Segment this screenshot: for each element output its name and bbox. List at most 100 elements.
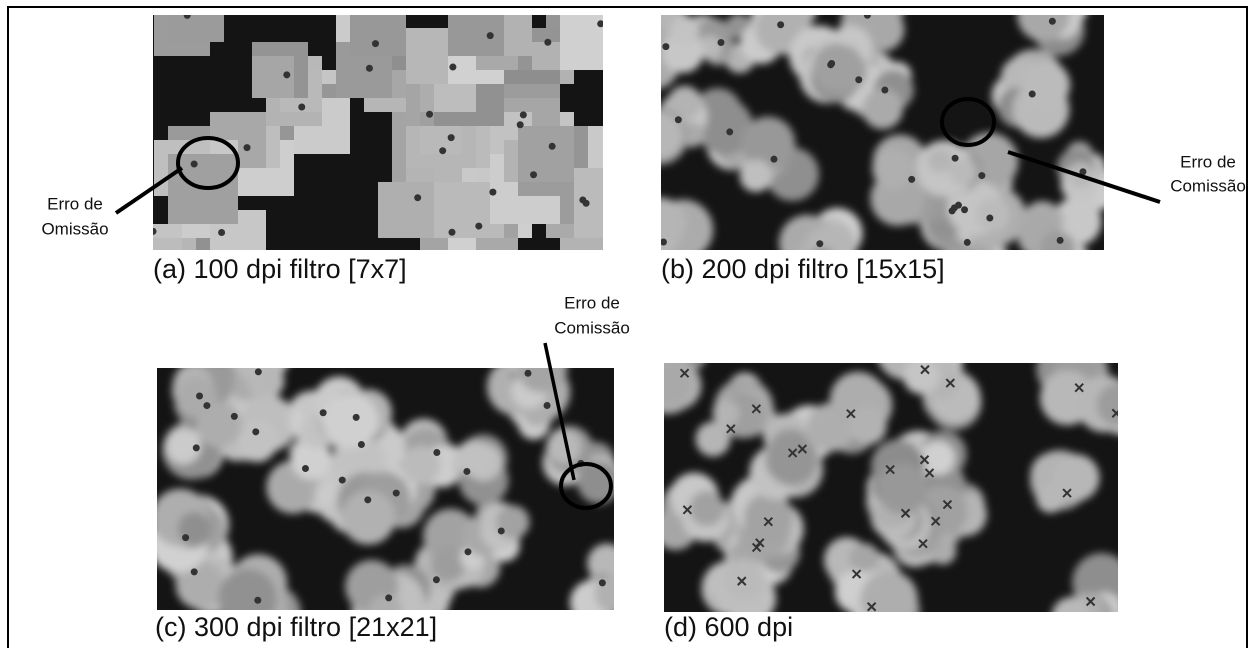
crown-blob: [689, 491, 724, 526]
detection-dot: [150, 228, 157, 235]
detection-dot: [816, 240, 823, 247]
crown-blob: [517, 342, 568, 393]
crown-blob: [857, 610, 882, 635]
annotation-line: Comissão: [554, 318, 630, 337]
detection-dot: [498, 527, 505, 534]
crown-blob: [634, 197, 685, 248]
crown-blob: [877, 463, 928, 514]
crown-blob: [1040, 231, 1075, 266]
detection-dot: [283, 71, 290, 78]
detection-dot: [524, 370, 531, 377]
crown-pixel: [560, 14, 616, 70]
detection-dot: [464, 548, 471, 555]
crown-blob: [456, 440, 491, 475]
detection-dot: [218, 229, 225, 236]
crown-blob: [237, 419, 279, 461]
crown-blob: [813, 44, 860, 91]
caption: (b) 200 dpi filtro [15x15]: [661, 254, 945, 284]
detection-dot: [597, 20, 604, 27]
detection-dot: [662, 43, 669, 50]
annotation-line: Omissão: [41, 219, 108, 238]
detection-dot: [358, 441, 365, 448]
detection-dot: [544, 39, 551, 46]
crown-blob: [950, 159, 977, 186]
detection-dot: [660, 239, 667, 246]
crown-blob: [647, 362, 691, 406]
detection-dot: [448, 229, 455, 236]
detection-dot: [433, 449, 440, 456]
detection-dot: [855, 76, 862, 83]
crown-blob: [1052, 597, 1092, 637]
detection-dot: [770, 156, 777, 163]
crown-blob: [670, 16, 699, 45]
crown-blob: [837, 0, 865, 12]
crown-blob: [1097, 383, 1140, 426]
detection-dot: [777, 21, 784, 28]
detection-dot: [463, 468, 470, 475]
crown-blob: [695, 422, 730, 457]
detection-dot: [449, 64, 456, 71]
detection-dot: [517, 121, 524, 128]
detection-dot: [530, 171, 537, 178]
detection-dot: [184, 12, 191, 19]
detection-dot: [675, 116, 682, 123]
detection-dot: [1049, 18, 1056, 25]
image-panel: [638, 322, 1140, 646]
detection-dot: [986, 215, 993, 222]
detection-dot: [908, 176, 915, 183]
detection-dot: [864, 12, 871, 19]
crown-blob: [850, 408, 887, 445]
detection-dot: [298, 103, 305, 110]
detection-dot: [353, 414, 360, 421]
annotation-line: Comissão: [1170, 176, 1246, 195]
caption: (c) 300 dpi filtro [21x21]: [155, 612, 437, 642]
detection-dot: [231, 413, 238, 420]
detection-dot: [952, 155, 959, 162]
page: {"figure": { "panels": [ {"caption": "(a…: [0, 0, 1255, 648]
detection-dot: [599, 579, 606, 586]
detection-dot: [255, 368, 262, 375]
crown-blob: [903, 358, 940, 395]
image-panel: [623, 0, 1119, 288]
caption: (d) 600 dpi: [664, 612, 793, 642]
crown-blob: [849, 543, 879, 573]
detection-dot: [393, 490, 400, 497]
crown-pixel: [378, 182, 434, 238]
detection-dot: [252, 428, 259, 435]
crown-blob: [861, 571, 918, 628]
crown-blob: [178, 512, 211, 545]
detection-dot: [191, 161, 198, 168]
crown-pixel: [448, 0, 504, 56]
detection-dot: [414, 194, 421, 201]
detection-dot: [196, 393, 203, 400]
detection-dot: [579, 196, 586, 203]
detection-dot: [191, 568, 198, 575]
crown-blob: [744, 493, 793, 542]
crown-blob: [1036, 484, 1065, 513]
detection-dot: [487, 32, 494, 39]
crown-pixel: [602, 0, 658, 56]
detection-dot: [475, 223, 482, 230]
crown-blob: [1031, 0, 1060, 16]
detection-dot: [978, 172, 985, 179]
detection-dot: [193, 444, 200, 451]
detection-dot: [955, 202, 962, 209]
detection-dot: [385, 594, 392, 601]
annotation-line: Erro de: [1180, 152, 1236, 171]
detection-dot: [726, 128, 733, 135]
detection-dot: [717, 39, 724, 46]
detection-dot: [182, 534, 189, 541]
detection-dot: [203, 402, 210, 409]
crown-blob: [872, 148, 914, 190]
detection-dot: [364, 496, 371, 503]
crown-blob: [928, 148, 953, 173]
crown-blob: [247, 362, 285, 400]
crown-blob: [595, 573, 636, 614]
crown-blob: [976, 198, 1010, 232]
detection-dot: [372, 40, 379, 47]
detection-dot: [320, 409, 327, 416]
detection-dot: [439, 147, 446, 154]
detection-dot: [302, 465, 309, 472]
annotation-line: Erro de: [47, 194, 103, 213]
detection-dot: [961, 206, 968, 213]
